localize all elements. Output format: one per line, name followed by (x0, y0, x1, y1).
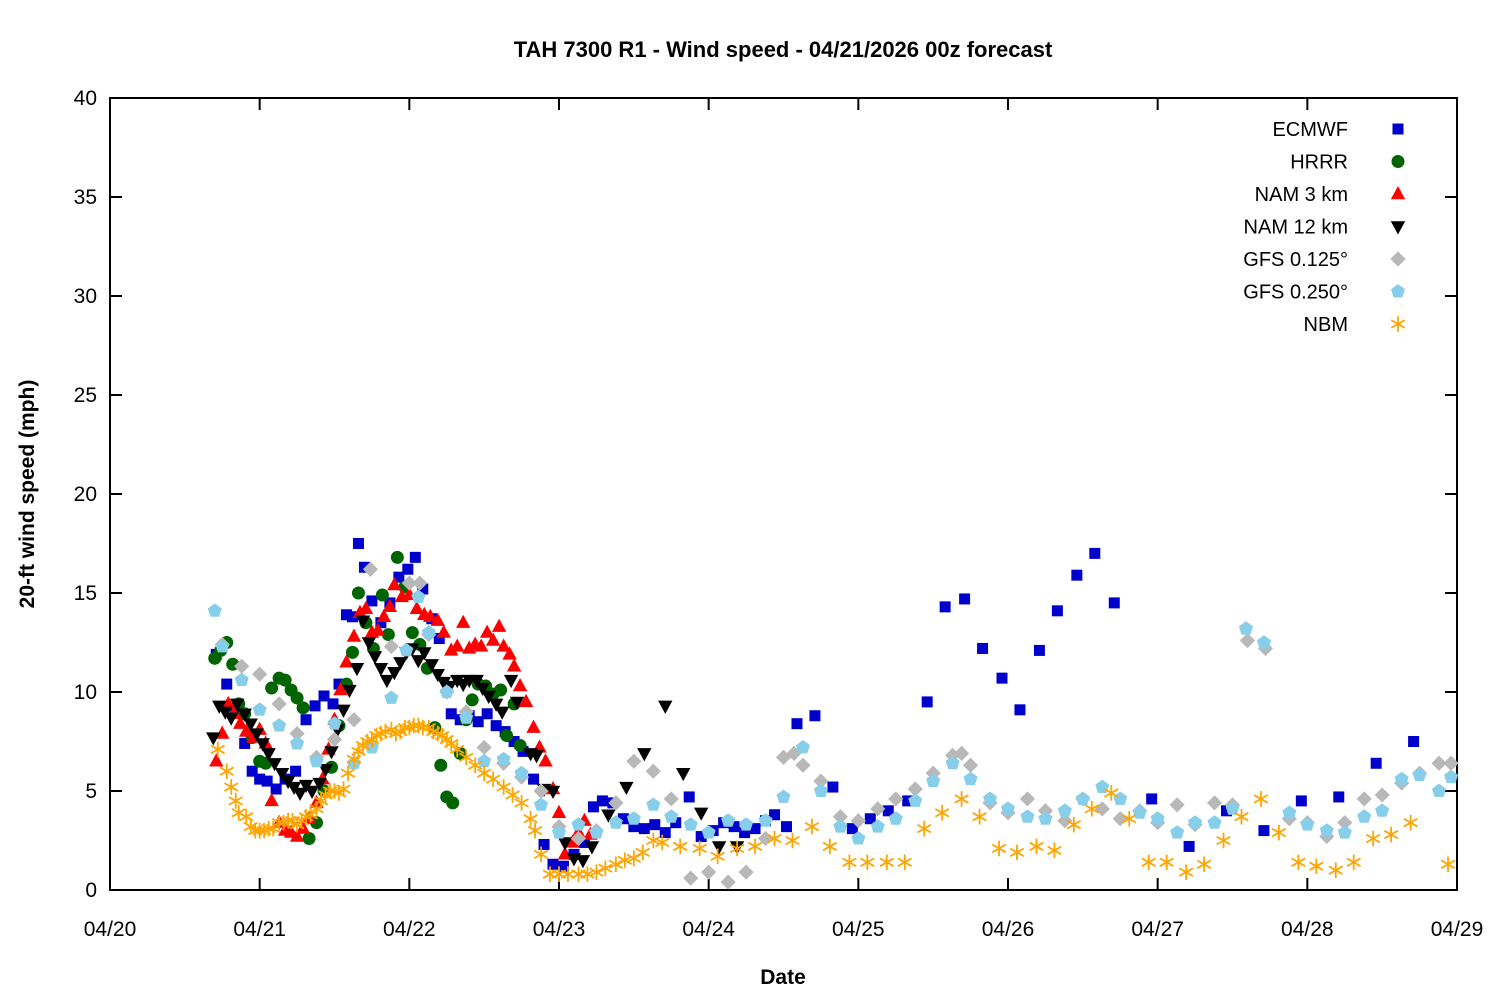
legend-marker-gfs-0-125 (1390, 251, 1406, 267)
legend-label-hrrr: HRRR (1290, 152, 1348, 174)
x-tick-label: 04/25 (832, 918, 885, 941)
plot-frame: 04/20 04/21 04/22 04/23 04/24 04/25 04/26 04/27… (74, 87, 1484, 941)
x-tick-label: 04/26 (982, 918, 1035, 941)
legend-item-nam-3-km: NAM 3 km (1255, 184, 1406, 206)
legend-marker-gfs-0-250 (1391, 284, 1405, 298)
y-tick-label: 40 (74, 87, 97, 110)
x-tick-label: 04/21 (233, 918, 286, 941)
legend-item-nbm: NBM (1304, 314, 1406, 336)
series-nam-3-km-points (209, 577, 598, 860)
legend-label-gfs-0-125: GFS 0.125° (1243, 249, 1348, 271)
y-tick-label: 5 (85, 780, 97, 803)
y-tick-label: 30 (74, 285, 97, 308)
y-tick-label: 15 (74, 582, 97, 605)
x-tick-label: 04/24 (682, 918, 735, 941)
y-tick-label: 10 (74, 681, 97, 704)
legend-label-nam-3-km: NAM 3 km (1255, 184, 1348, 206)
x-tick-label: 04/20 (84, 918, 137, 941)
x-axis-label: Date (760, 966, 806, 989)
legend-marker-ecmwf (1392, 123, 1404, 135)
y-tick-label: 25 (74, 384, 97, 407)
x-tick-label: 04/28 (1281, 918, 1334, 941)
legend-item-nam-12-km: NAM 12 km (1244, 217, 1406, 239)
series-nam-12-km-points (206, 615, 745, 869)
legend-label-nbm: NBM (1304, 314, 1348, 336)
series-gfs-0-250-points (207, 589, 1459, 845)
legend-marker-nam-3-km (1390, 186, 1406, 200)
y-tick-label: 20 (74, 483, 97, 506)
legend-label-gfs-0-250: GFS 0.250° (1243, 282, 1348, 304)
legend-item-hrrr: HRRR (1290, 152, 1405, 174)
x-tick-label: 04/22 (383, 918, 436, 941)
legend-item-gfs-0-250: GFS 0.250° (1243, 282, 1405, 304)
series-nbm-points (210, 717, 1456, 882)
chart-title: TAH 7300 R1 - Wind speed - 04/21/2026 00… (514, 37, 1053, 62)
y-tick-label: 0 (85, 879, 97, 902)
legend-label-ecmwf: ECMWF (1272, 119, 1348, 141)
legend-marker-nam-12-km (1390, 221, 1406, 235)
x-tick-label: 04/23 (533, 918, 586, 941)
legend-item-gfs-0-125: GFS 0.125° (1243, 249, 1406, 271)
y-axis-label: 20-ft wind speed (mph) (16, 380, 39, 609)
y-tick-label: 35 (74, 186, 97, 209)
series-hrrr-points (208, 550, 527, 846)
x-tick-label: 04/27 (1131, 918, 1184, 941)
plot-points (206, 538, 1459, 890)
chart-legend: ECMWF HRRR NAM 3 km NAM 12 km GFS 0.125° GFS … (1243, 119, 1406, 336)
legend-label-nam-12-km: NAM 12 km (1244, 217, 1348, 239)
legend-marker-hrrr (1391, 155, 1405, 168)
x-tick-label: 04/29 (1431, 918, 1484, 941)
legend-item-ecmwf: ECMWF (1272, 119, 1404, 141)
legend-marker-nbm (1390, 316, 1406, 332)
